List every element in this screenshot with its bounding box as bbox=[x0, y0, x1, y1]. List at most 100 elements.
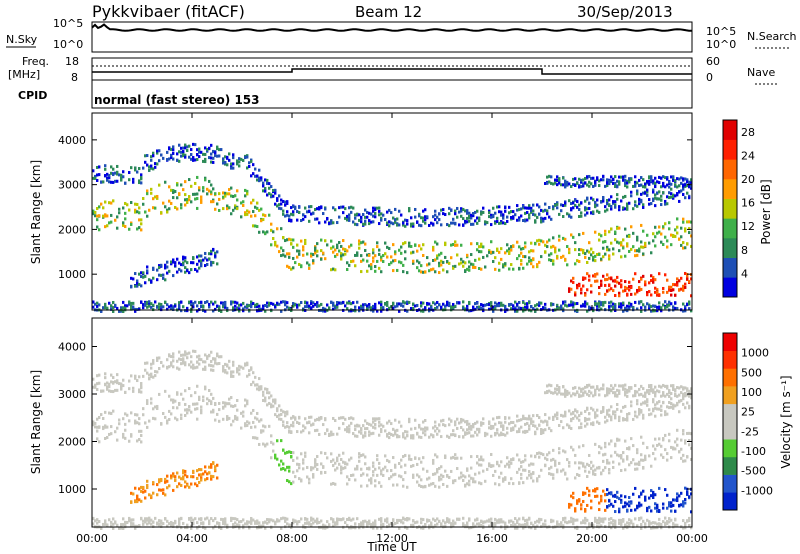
power-cell bbox=[688, 300, 690, 303]
power-cell bbox=[554, 247, 556, 250]
power-cell bbox=[552, 236, 554, 239]
velocity-cell bbox=[232, 361, 234, 364]
velocity-cell bbox=[582, 500, 584, 503]
power-cell bbox=[238, 164, 240, 167]
velocity-cell bbox=[158, 393, 160, 396]
power-cell bbox=[266, 230, 268, 233]
power-cell bbox=[382, 214, 384, 217]
velocity-cell bbox=[416, 432, 418, 435]
power-cell bbox=[584, 256, 586, 259]
velocity-cell bbox=[508, 417, 510, 420]
power-cell bbox=[194, 301, 196, 304]
velocity-cell bbox=[608, 468, 610, 471]
velocity-cell bbox=[254, 425, 256, 428]
power-cell bbox=[542, 220, 544, 223]
power-cell bbox=[218, 154, 220, 157]
velocity-cell bbox=[466, 467, 468, 470]
power-cell bbox=[280, 227, 282, 230]
velocity-cell bbox=[142, 375, 144, 378]
power-cell bbox=[402, 222, 404, 225]
power-cell bbox=[128, 178, 130, 181]
velocity-cell bbox=[532, 480, 534, 483]
power-cell bbox=[448, 262, 450, 265]
power-cell bbox=[518, 267, 520, 270]
power-cell bbox=[354, 217, 356, 220]
velocity-cell bbox=[476, 455, 478, 458]
power-cell bbox=[158, 149, 160, 152]
velocity-cell bbox=[306, 518, 308, 521]
velocity-cell bbox=[590, 461, 592, 464]
velocity-cell bbox=[588, 454, 590, 457]
velocity-cell bbox=[578, 474, 580, 477]
velocity-cell bbox=[316, 518, 318, 521]
power-cell bbox=[220, 148, 222, 151]
velocity-cell bbox=[212, 397, 214, 400]
velocity-cell bbox=[614, 416, 616, 419]
velocity-cell bbox=[388, 460, 390, 463]
power-cell bbox=[350, 211, 352, 214]
velocity-cell bbox=[172, 355, 174, 358]
power-cell bbox=[360, 270, 362, 273]
power-cell bbox=[500, 211, 502, 214]
power-cell bbox=[592, 177, 594, 180]
power-colorbar-tick: 16 bbox=[741, 197, 755, 210]
power-cell bbox=[590, 291, 592, 294]
power-cell bbox=[400, 252, 402, 255]
power-cell bbox=[278, 194, 280, 197]
power-cell bbox=[670, 294, 672, 297]
power-cell bbox=[616, 193, 618, 196]
power-cell bbox=[174, 261, 176, 264]
velocity-cell bbox=[612, 387, 614, 390]
power-cell bbox=[628, 235, 630, 238]
power-cell bbox=[504, 206, 506, 209]
power-cell bbox=[434, 210, 436, 213]
velocity-cell bbox=[568, 461, 570, 464]
power-cell bbox=[170, 202, 172, 205]
velocity-cell bbox=[336, 467, 338, 470]
power-cell bbox=[458, 301, 460, 304]
power-cell bbox=[556, 255, 558, 258]
velocity-cell bbox=[374, 479, 376, 482]
velocity-cell bbox=[300, 517, 302, 520]
velocity-cell bbox=[98, 382, 100, 385]
velocity-cell bbox=[96, 430, 98, 433]
power-cell bbox=[122, 170, 124, 173]
power-cell bbox=[626, 205, 628, 208]
velocity-cell bbox=[184, 470, 186, 473]
power-cell bbox=[320, 205, 322, 208]
power-cell bbox=[602, 178, 604, 181]
power-cell bbox=[624, 255, 626, 258]
power-cell bbox=[486, 221, 488, 224]
colorbar-swatch bbox=[723, 159, 737, 179]
velocity-cell bbox=[560, 521, 562, 524]
velocity-cell bbox=[480, 464, 482, 467]
velocity-cell bbox=[232, 375, 234, 378]
velocity-cell bbox=[612, 505, 614, 508]
velocity-cell bbox=[210, 400, 212, 403]
power-cell bbox=[428, 262, 430, 265]
power-cell bbox=[444, 243, 446, 246]
velocity-cell bbox=[164, 390, 166, 393]
velocity-cell bbox=[346, 463, 348, 466]
power-cell bbox=[608, 230, 610, 233]
power-cell bbox=[152, 277, 154, 280]
velocity-cell bbox=[316, 463, 318, 466]
velocity-cell bbox=[298, 417, 300, 420]
power-cell bbox=[518, 254, 520, 257]
power-cell bbox=[292, 246, 294, 249]
velocity-cell bbox=[432, 459, 434, 462]
power-cell bbox=[144, 275, 146, 278]
velocity-cell bbox=[338, 427, 340, 430]
velocity-cell bbox=[336, 459, 338, 462]
power-cell bbox=[654, 278, 656, 281]
velocity-cell bbox=[608, 409, 610, 412]
power-cell bbox=[654, 226, 656, 229]
power-cell bbox=[542, 240, 544, 243]
power-cell bbox=[228, 152, 230, 155]
power-cell bbox=[312, 259, 314, 262]
power-cell bbox=[516, 204, 518, 207]
velocity-cell bbox=[436, 433, 438, 436]
velocity-cell bbox=[210, 393, 212, 396]
velocity-cell bbox=[588, 464, 590, 467]
power-cell bbox=[616, 198, 618, 201]
